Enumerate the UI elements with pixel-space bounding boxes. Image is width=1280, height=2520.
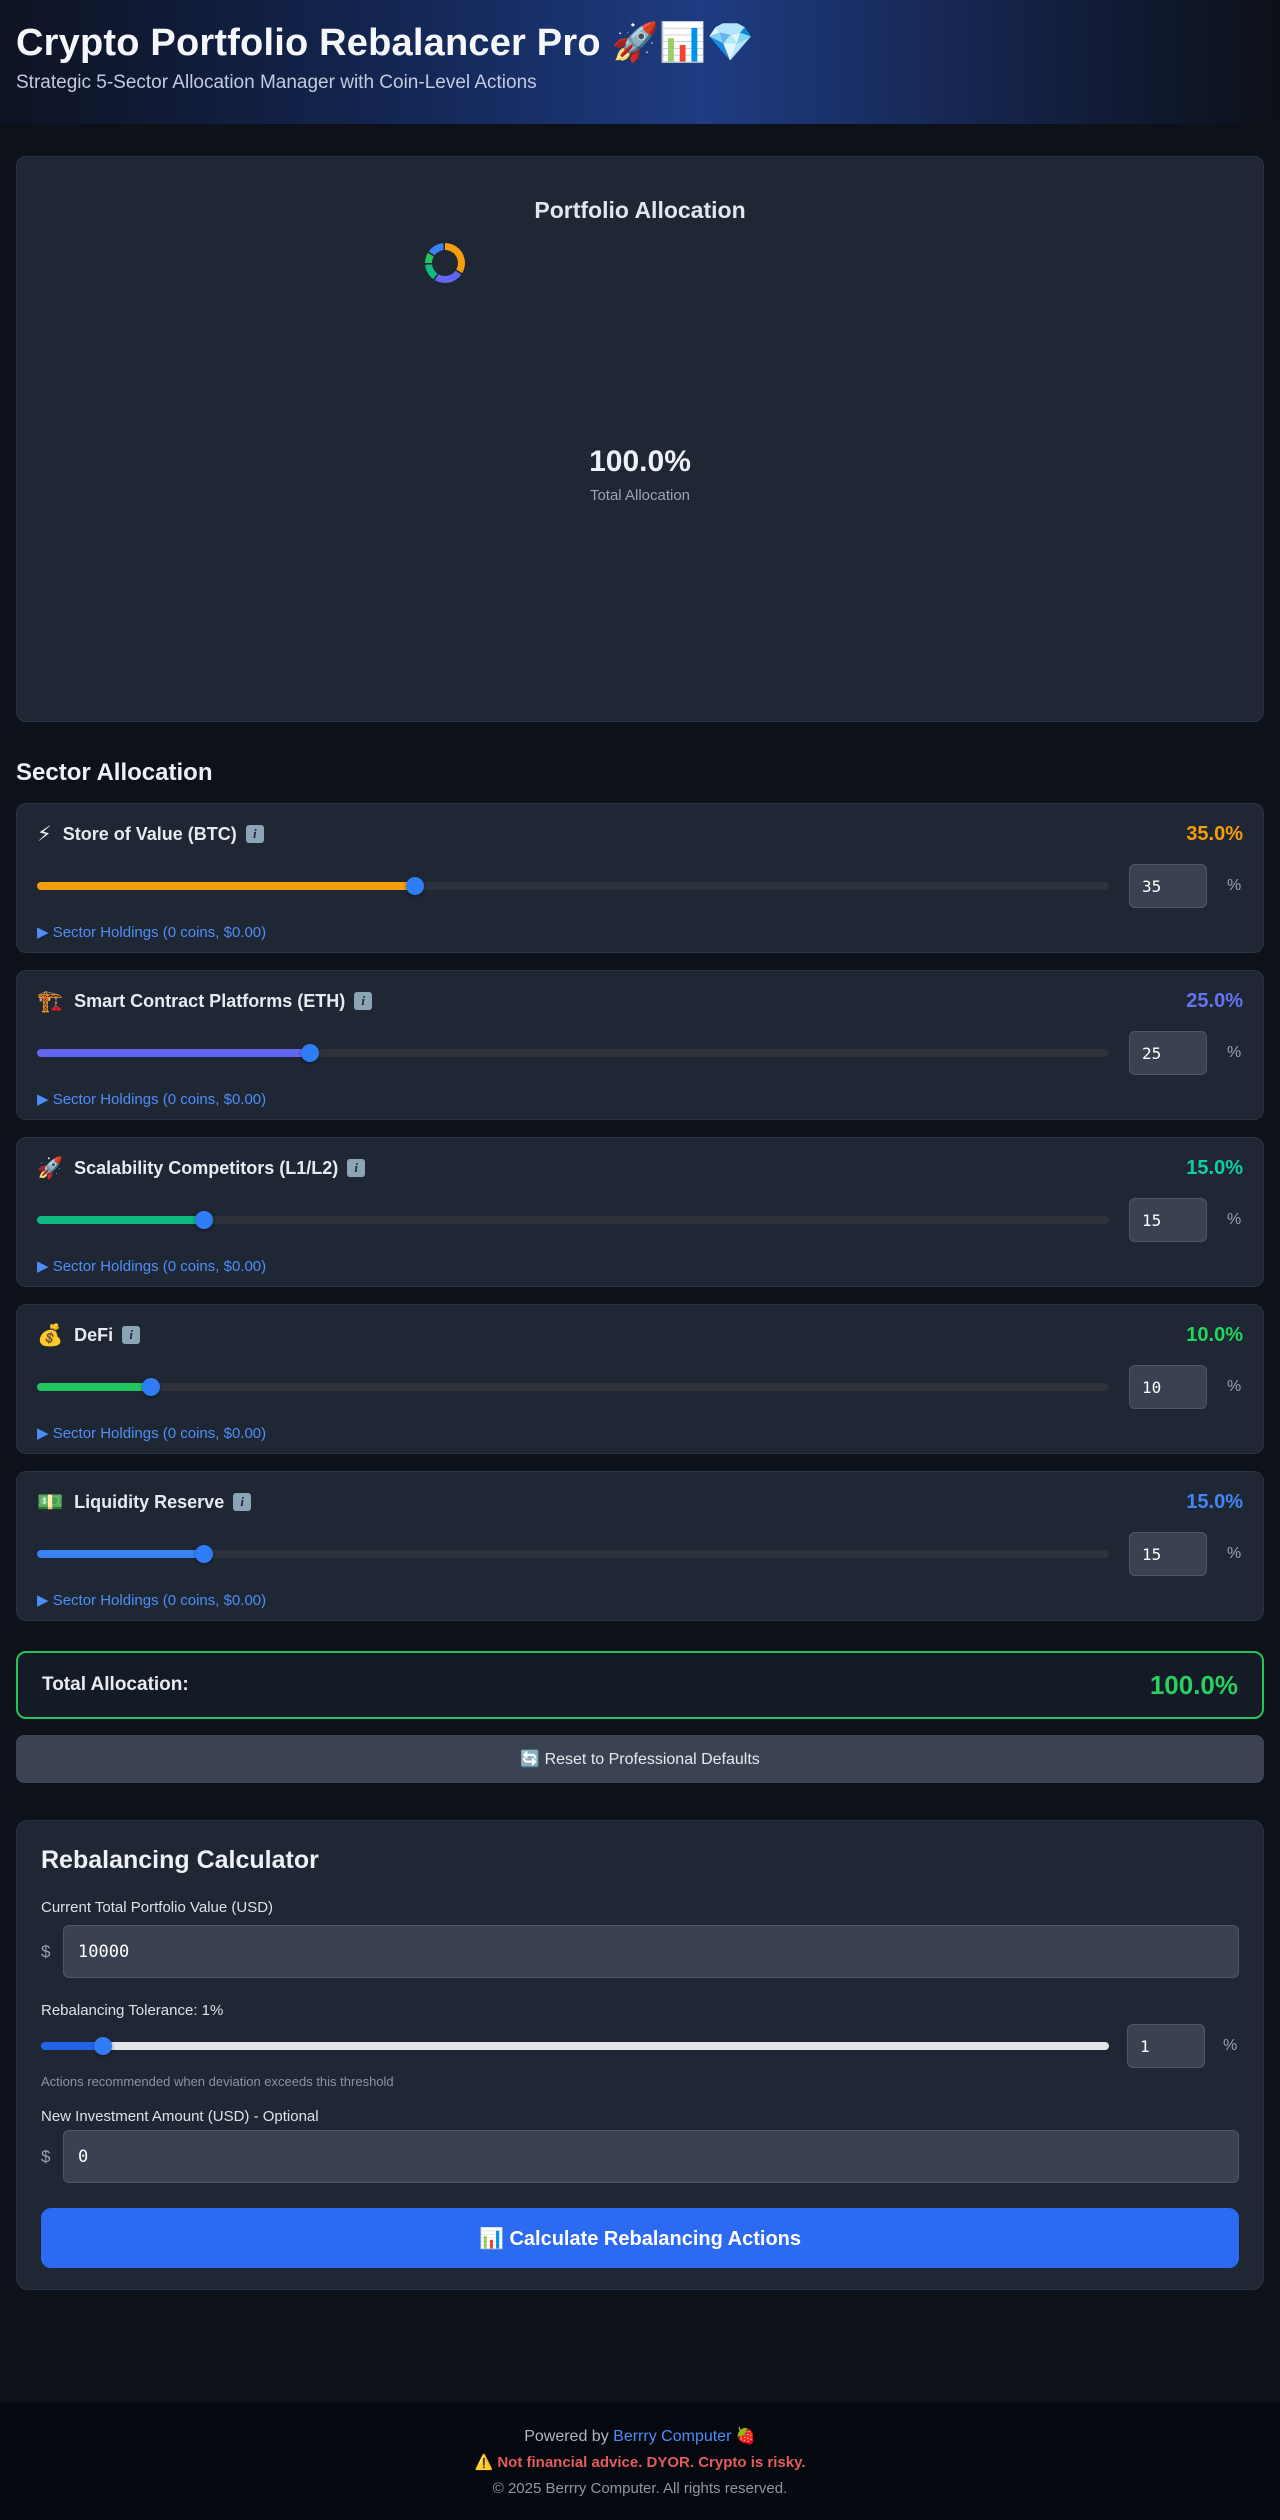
sector-slider-row: % [37,1198,1243,1242]
bottom-spacer [16,2290,1264,2403]
info-icon[interactable]: i [233,1493,252,1511]
construction-crane-icon: 🏗️ [37,989,64,1013]
sector-percent-label: 10.0% [1186,1323,1243,1346]
sector-header-row: ⚡ Store of Value (BTC) i 35.0% [37,820,1243,848]
sector-header-row: 🚀 Scalability Competitors (L1/L2) i 15.0… [37,1154,1243,1182]
sector-allocation-slider[interactable] [37,1550,1109,1558]
sector-holdings-toggle[interactable]: ▶ Sector Holdings (0 coins, $0.00) [37,1091,267,1108]
sector-card-scalability-competitors: 🚀 Scalability Competitors (L1/L2) i 15.0… [16,1137,1264,1287]
total-allocation-percent: 100.0% [589,445,691,478]
dollar-prefix: $ [41,1941,51,1961]
sector-percent-input[interactable] [1129,1031,1207,1075]
info-icon[interactable]: i [122,1326,141,1344]
sector-name: Scalability Competitors (L1/L2) [74,1157,339,1178]
sector-percent-label: 15.0% [1186,1490,1243,1513]
sector-holdings-toggle[interactable]: ▶ Sector Holdings (0 coins, $0.00) [37,924,267,941]
main-content: Portfolio Allocation 100.0% Total Alloca… [0,156,1280,2403]
investment-row: $ [41,2130,1239,2183]
sector-percent-label: 25.0% [1186,989,1243,1012]
info-icon[interactable]: i [347,1159,366,1177]
dollar-banknote-icon: 💵 [37,1490,64,1514]
rebalancing-calculator-card: Rebalancing Calculator Current Total Por… [16,1820,1264,2290]
calculator-title: Rebalancing Calculator [41,1846,319,1874]
portfolio-card-title: Portfolio Allocation [534,197,746,223]
sector-percent-input[interactable] [1129,864,1207,908]
sector-name: Store of Value (BTC) [62,823,237,844]
app-header: Crypto Portfolio Rebalancer Pro 🚀📊💎 Stra… [0,0,1280,124]
total-box-label: Total Allocation: [42,1674,189,1695]
portfolio-allocation-card: Portfolio Allocation 100.0% Total Alloca… [16,156,1264,722]
allocation-donut-chart [425,243,465,283]
sector-card-liquidity-reserve: 💵 Liquidity Reserve i 15.0% % ▶ Sector H… [16,1471,1264,1621]
tolerance-label: Rebalancing Tolerance: 1% [41,2002,224,2019]
sector-name: DeFi [74,1324,114,1345]
sector-percent-input[interactable] [1129,1198,1207,1242]
reset-defaults-button[interactable]: 🔄 Reset to Professional Defaults [16,1735,1264,1783]
total-box-value: 100.0% [1149,1669,1238,1700]
money-bag-icon: 💰 [37,1323,64,1347]
total-allocation-label: Total Allocation [589,487,691,504]
percent-suffix: % [1227,877,1242,894]
percent-suffix: % [1227,1044,1242,1061]
percent-suffix: % [1227,1378,1242,1395]
dollar-prefix: $ [41,2146,51,2166]
percent-suffix: % [1227,1211,1242,1228]
sector-name: Smart Contract Platforms (ETH) [74,990,346,1011]
powered-by-text: Powered by [524,2428,609,2445]
sector-card-smart-contract-platforms: 🏗️ Smart Contract Platforms (ETH) i 25.0… [16,970,1264,1120]
portfolio-value-input[interactable] [63,1925,1239,1978]
sector-holdings-toggle[interactable]: ▶ Sector Holdings (0 coins, $0.00) [37,1592,267,1609]
sector-allocation-slider[interactable] [37,1383,1109,1391]
sector-allocation-slider[interactable] [37,1049,1109,1057]
sector-slider-row: % [37,864,1243,908]
calculate-rebalancing-button[interactable]: 📊 Calculate Rebalancing Actions [41,2208,1239,2268]
total-allocation-box: Total Allocation: 100.0% [16,1651,1264,1719]
sector-allocation-heading: Sector Allocation [16,759,213,786]
sector-percent-label: 15.0% [1186,1156,1243,1179]
tolerance-slider-row: % [41,2024,1239,2068]
sector-holdings-toggle[interactable]: ▶ Sector Holdings (0 coins, $0.00) [37,1425,267,1442]
portfolio-value-label: Current Total Portfolio Value (USD) [41,1899,274,1916]
copyright-text: © 2025 Berrry Computer. All rights reser… [492,2480,788,2497]
sector-holdings-toggle[interactable]: ▶ Sector Holdings (0 coins, $0.00) [37,1258,267,1275]
sector-header-row: 💵 Liquidity Reserve i 15.0% [37,1488,1243,1516]
sector-slider-row: % [37,1031,1243,1075]
percent-suffix: % [1223,2037,1238,2054]
sector-allocation-slider[interactable] [37,1216,1109,1224]
app-footer: Powered by Berrry Computer 🍓 ⚠️ Not fina… [0,2403,1280,2520]
tolerance-slider[interactable] [41,2042,1109,2050]
sector-percent-label: 35.0% [1186,822,1243,845]
investment-label: New Investment Amount (USD) - Optional [41,2108,319,2125]
sector-name: Liquidity Reserve [74,1491,225,1512]
app-title: Crypto Portfolio Rebalancer Pro 🚀📊💎 [16,22,755,64]
sector-slider-row: % [37,1365,1243,1409]
sector-card-store-of-value: ⚡ Store of Value (BTC) i 35.0% % ▶ Secto… [16,803,1264,953]
sector-allocation-slider[interactable] [37,882,1109,890]
sector-card-defi: 💰 DeFi i 10.0% % ▶ Sector Holdings (0 co… [16,1304,1264,1454]
sector-header-row: 💰 DeFi i 10.0% [37,1321,1243,1349]
rocket-icon: 🚀 [37,1156,64,1180]
donut-hole [432,250,458,276]
sector-percent-input[interactable] [1129,1365,1207,1409]
berrry-computer-link[interactable]: Berrry Computer [613,2428,732,2445]
percent-suffix: % [1227,1545,1242,1562]
disclaimer-text: ⚠️ Not financial advice. DYOR. Crypto is… [474,2454,806,2471]
lightning-icon: ⚡ [37,822,52,846]
total-allocation-summary: 100.0% Total Allocation [17,445,1263,504]
sector-slider-row: % [37,1532,1243,1576]
powered-by-line: Powered by Berrry Computer 🍓 [0,2427,1280,2446]
strawberry-icon: 🍓 [735,2428,756,2445]
info-icon[interactable]: i [245,825,264,843]
tolerance-helper-text: Actions recommended when deviation excee… [41,2074,394,2089]
tolerance-input[interactable] [1127,2024,1205,2068]
portfolio-value-row: $ [41,1925,1239,1978]
app-subtitle: Strategic 5-Sector Allocation Manager wi… [16,72,537,93]
investment-input[interactable] [63,2130,1239,2183]
sector-percent-input[interactable] [1129,1532,1207,1576]
sector-header-row: 🏗️ Smart Contract Platforms (ETH) i 25.0… [37,987,1243,1015]
info-icon[interactable]: i [354,992,373,1010]
